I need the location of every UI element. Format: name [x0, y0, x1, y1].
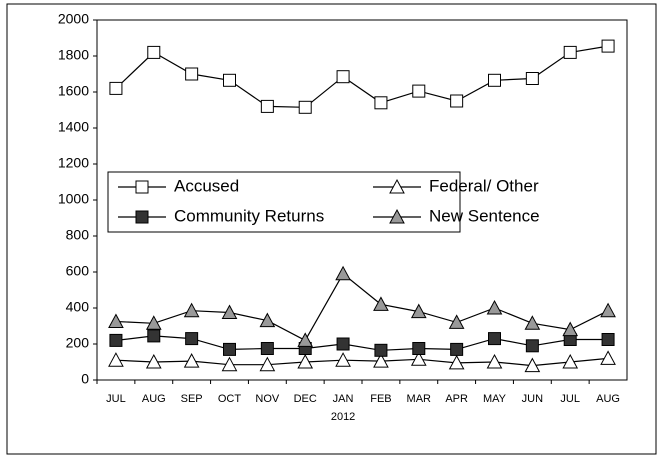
point	[488, 73, 501, 87]
point	[336, 337, 350, 351]
legend-label: Community Returns	[174, 206, 324, 225]
y-tick-label: 1600	[58, 83, 89, 99]
point	[373, 353, 389, 368]
point	[185, 332, 199, 346]
legend-marker	[389, 208, 405, 224]
point	[145, 315, 162, 330]
point	[221, 356, 238, 372]
point	[450, 94, 464, 108]
x-tick-label: APR	[445, 393, 468, 405]
point	[525, 339, 539, 353]
y-tick-label: 800	[66, 227, 90, 243]
x-tick-label: OCT	[218, 393, 242, 405]
y-tick-label: 200	[66, 335, 90, 351]
point	[223, 73, 236, 87]
point	[374, 343, 388, 357]
x-tick-label: JAN	[333, 393, 354, 405]
y-tick-label: 1000	[58, 191, 89, 207]
point	[260, 99, 274, 113]
legend-label: Federal/ Other	[429, 176, 539, 195]
point	[147, 45, 161, 59]
point	[259, 356, 276, 372]
point	[601, 39, 615, 53]
y-tick-label: 0	[81, 371, 89, 387]
point	[486, 299, 503, 315]
x-tick-label: JUN	[522, 393, 543, 405]
legend-marker	[389, 178, 405, 194]
point	[221, 304, 238, 319]
point	[298, 100, 312, 114]
point	[486, 353, 503, 369]
point	[297, 332, 314, 347]
point	[600, 350, 616, 365]
x-tick-label: NOV	[255, 393, 280, 405]
point	[525, 72, 539, 85]
point	[147, 329, 161, 343]
x-tick-label: SEP	[181, 393, 203, 405]
point	[600, 302, 616, 318]
y-tick-label: 1200	[58, 155, 89, 171]
legend-label: Accused	[174, 176, 239, 195]
point	[108, 352, 124, 367]
point	[335, 265, 351, 281]
point	[562, 321, 579, 337]
x-tick-label: AUG	[142, 393, 166, 405]
x-tick-label: MAY	[483, 393, 507, 405]
point	[524, 357, 541, 373]
x-tick-label: MAR	[407, 393, 432, 405]
series-line	[115, 357, 609, 367]
point	[259, 312, 276, 328]
point	[412, 342, 426, 355]
legend-marker	[135, 210, 149, 224]
point	[183, 353, 200, 368]
x-tick-label: AUG	[596, 393, 620, 405]
point	[145, 353, 162, 369]
point	[450, 342, 464, 356]
point	[373, 296, 389, 311]
point	[524, 315, 541, 330]
point	[448, 354, 465, 370]
point	[260, 342, 274, 355]
y-tick-label: 400	[66, 299, 90, 315]
y-tick-label: 2000	[58, 11, 89, 27]
x-tick-label: JUL	[106, 393, 126, 405]
point	[335, 352, 351, 367]
x-axis-label: 2012	[331, 411, 355, 423]
point	[109, 81, 123, 95]
point	[223, 342, 236, 356]
x-tick-label: DEC	[294, 393, 317, 405]
y-tick-label: 1800	[58, 47, 89, 63]
point	[488, 332, 501, 346]
point	[563, 45, 577, 59]
point	[108, 313, 124, 328]
point	[336, 70, 350, 84]
point	[412, 84, 426, 98]
point	[562, 353, 579, 369]
point	[185, 67, 199, 81]
point	[601, 333, 615, 346]
point	[410, 351, 427, 366]
point	[374, 96, 388, 110]
point	[410, 303, 427, 319]
series-line	[115, 272, 609, 342]
point	[297, 353, 314, 369]
point	[448, 314, 465, 329]
x-tick-label: JUL	[560, 393, 580, 405]
legend-marker	[135, 180, 149, 194]
x-tick-label: FEB	[370, 393, 391, 405]
y-tick-label: 600	[66, 263, 90, 279]
legend-label: New Sentence	[429, 206, 540, 225]
point	[109, 333, 123, 347]
point	[183, 302, 200, 318]
y-tick-label: 1400	[58, 119, 89, 135]
